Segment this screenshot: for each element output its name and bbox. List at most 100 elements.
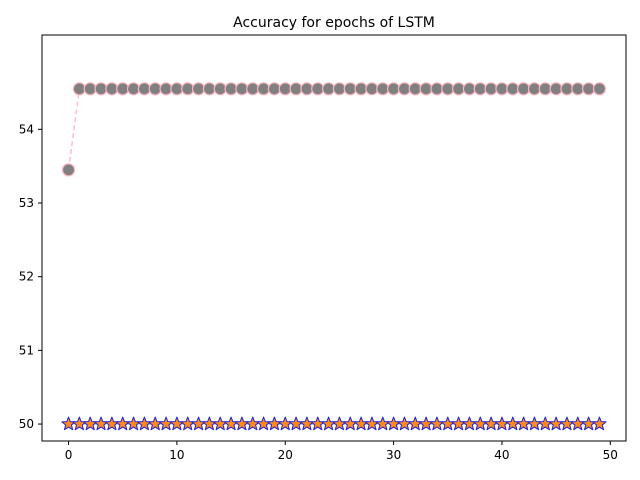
series-1-point <box>354 82 368 96</box>
series-1-point <box>137 82 151 96</box>
series-2-point <box>288 416 304 431</box>
x-tick-label: 20 <box>278 448 293 462</box>
series-1-point <box>582 82 596 96</box>
series-2-point <box>494 416 510 431</box>
series-2-point <box>234 416 250 431</box>
series-1-point <box>592 82 607 96</box>
series-2-point <box>451 416 466 431</box>
series-1-point <box>213 82 227 96</box>
series-1-point <box>126 82 141 96</box>
series-1-point <box>159 82 173 96</box>
series-1-point <box>408 82 422 96</box>
plot-frame <box>41 34 627 442</box>
series-2-point <box>548 416 564 431</box>
series-2-point <box>310 416 325 431</box>
x-tick-label: 30 <box>386 448 401 462</box>
series-2 <box>61 416 607 431</box>
x-tick-label: 0 <box>65 448 73 462</box>
x-axis: 0 10 20 30 40 50 <box>65 441 618 462</box>
series-2-point <box>570 416 585 431</box>
series-1-point <box>256 82 271 96</box>
series-1-point <box>246 82 260 96</box>
series-1-point <box>495 82 509 96</box>
series-2-point <box>559 416 575 431</box>
series-2-point <box>245 416 260 431</box>
series-2-point <box>278 416 293 431</box>
series-2-point <box>267 416 282 431</box>
series-2-point <box>256 416 271 431</box>
series-2-point <box>483 416 499 431</box>
series-1-point <box>267 82 282 96</box>
y-tick-label: 53 <box>19 196 34 210</box>
series-1-point <box>517 82 531 96</box>
series-2-point <box>505 416 520 431</box>
series-1-point <box>321 82 336 96</box>
series-1-point <box>235 82 249 96</box>
series-1-point <box>278 82 292 96</box>
series-2-point <box>115 416 130 431</box>
series-2-point <box>148 416 163 431</box>
series-2-point <box>592 416 607 431</box>
series-1-point <box>94 82 108 96</box>
series-2-point <box>321 416 336 431</box>
series-1-point <box>191 82 206 96</box>
y-tick-label: 54 <box>19 122 34 136</box>
series-1-point <box>462 82 477 96</box>
series-1-point <box>170 82 184 96</box>
y-tick-label: 51 <box>19 343 34 357</box>
series-1-point <box>83 82 97 96</box>
series-1-point <box>202 82 216 96</box>
series-1-point <box>343 82 357 96</box>
series-2-point <box>364 416 380 431</box>
series-1-point <box>397 82 412 96</box>
series-2-point <box>538 416 553 431</box>
series-2-point <box>169 416 185 431</box>
series-1-point <box>148 82 162 96</box>
series-2-point <box>61 416 76 431</box>
y-axis: 50 51 52 53 54 <box>19 122 42 431</box>
series-1-point <box>376 82 390 96</box>
series-2-point <box>104 416 120 431</box>
series-2-point <box>137 416 152 431</box>
series-2-point <box>418 416 434 431</box>
series-1-point <box>484 82 498 96</box>
series-2-point <box>202 416 217 431</box>
series-2-point <box>343 416 358 431</box>
y-tick-label: 52 <box>19 270 34 284</box>
series-2-point <box>527 416 542 431</box>
series-2-point <box>72 416 87 431</box>
series-2-point <box>223 416 239 431</box>
series-2-point <box>408 416 423 431</box>
series-1-point <box>61 163 76 177</box>
series-1-point <box>560 82 574 96</box>
series-1-point <box>332 82 347 96</box>
series-1-point <box>386 82 401 96</box>
x-tick-label: 10 <box>169 448 184 462</box>
series-1 <box>61 82 607 177</box>
series-2-point <box>126 416 141 431</box>
series-1-point <box>441 82 455 96</box>
series-2-point <box>83 416 98 431</box>
series-1-point <box>181 82 195 96</box>
x-tick-label: 50 <box>603 448 618 462</box>
series-1-point <box>473 82 487 96</box>
series-1-point <box>527 82 542 96</box>
series-1-point <box>419 82 433 96</box>
series-2-point <box>213 416 228 431</box>
series-2-point <box>191 416 206 431</box>
series-1-point <box>538 82 552 96</box>
series-1-point <box>365 82 379 96</box>
series-2-point <box>516 416 531 431</box>
series-2-point <box>332 416 347 431</box>
series-1-point <box>430 82 444 96</box>
y-tick-label: 50 <box>19 417 34 431</box>
chart-title: Accuracy for epochs of LSTM <box>233 15 435 31</box>
series-1-point <box>452 82 466 96</box>
x-tick-label: 40 <box>494 448 509 462</box>
series-2-point <box>353 416 369 431</box>
series-1-point <box>224 82 238 96</box>
series-2-point <box>93 416 109 431</box>
series-2-point <box>397 416 412 431</box>
series-1-point <box>311 82 325 96</box>
